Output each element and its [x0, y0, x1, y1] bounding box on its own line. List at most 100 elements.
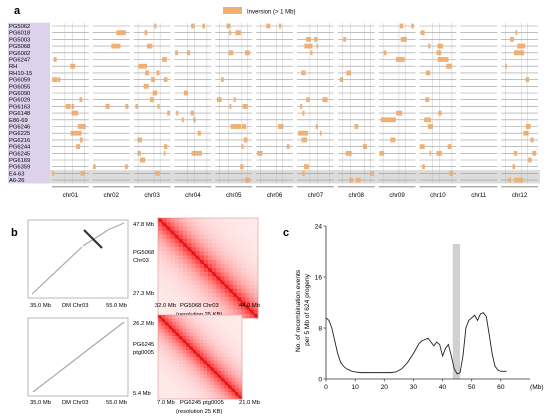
hic-cell: [186, 336, 190, 340]
hic-cell: [253, 301, 259, 306]
hic-cell: [231, 329, 236, 333]
hic-cell: [175, 360, 180, 365]
sample-label: RH: [9, 64, 17, 70]
hic-cell: [186, 346, 190, 351]
hic-cell: [193, 336, 197, 340]
hic-cell: [224, 226, 230, 231]
hic-cell: [193, 343, 197, 347]
hic-cell: [158, 392, 162, 396]
hic-cell: [253, 230, 259, 235]
hic-cell: [233, 259, 238, 265]
hic-cell: [253, 297, 259, 302]
hic-cell: [193, 395, 197, 400]
hic-cell: [165, 395, 169, 400]
hic-cell: [183, 301, 188, 306]
hic-cell: [231, 350, 236, 354]
inversion-mark: [345, 150, 350, 156]
inversion-mark: [302, 171, 305, 176]
hic-cell: [196, 385, 201, 389]
hic-cell: [214, 315, 218, 319]
sample-label: PG6247: [9, 58, 30, 64]
hic-cell: [189, 381, 194, 386]
hic-cell: [158, 371, 162, 375]
chromosome-axis: chr01 chr02 chr03 chr04 chr05 chr06 chr07 chr08…: [52, 186, 538, 199]
hic-cell: [238, 392, 243, 396]
hic-cell: [210, 325, 215, 330]
hic-frame: [157, 314, 243, 400]
hic-cell: [208, 263, 213, 269]
hic-cell: [220, 309, 225, 315]
hic-cell: [191, 268, 196, 273]
hic-cell: [241, 259, 246, 265]
hic-cell: [191, 280, 196, 285]
hic-cell: [228, 329, 232, 333]
hic-cell: [224, 276, 230, 281]
hic-cell: [207, 332, 211, 337]
inversion-mark: [156, 70, 160, 76]
hic-cell: [224, 325, 229, 330]
hic-cell: [231, 371, 236, 375]
hic-cell: [238, 332, 243, 337]
inversion-mark: [438, 110, 442, 116]
hic-cell: [235, 346, 239, 351]
hic-cell: [228, 332, 232, 337]
inversion-mark: [233, 97, 236, 103]
hic-cell: [208, 243, 213, 248]
hic-cell: [210, 343, 215, 347]
hic-diagonal: [157, 314, 243, 400]
hic-cell: [208, 293, 213, 298]
dotplot-top: 35.0 Mb DM Chr03 55.0 Mb 47.8 Mb PG5068 …: [27, 219, 154, 309]
inversion-mark: [92, 164, 96, 170]
hic-cell: [158, 350, 162, 354]
dotplot-bottom-y-bottom: 5.4 Mb: [133, 391, 151, 397]
hic-cell: [174, 297, 180, 302]
hic-cell: [187, 268, 192, 273]
hic-cell: [207, 353, 211, 358]
hic-cell: [168, 318, 173, 323]
hic-cell: [214, 350, 218, 354]
hic-cell: [186, 395, 190, 400]
hic-cell: [165, 339, 169, 344]
hic-cell: [207, 336, 211, 340]
hic-cell: [200, 353, 204, 358]
hic-cell: [233, 251, 238, 256]
hic-cell: [172, 350, 176, 354]
hic-cell: [216, 218, 221, 223]
hic-cell: [231, 360, 236, 365]
hic-cell: [238, 325, 243, 330]
inversion-mark: [425, 97, 430, 103]
hic-cell: [203, 318, 208, 323]
hic-cell: [238, 315, 243, 319]
dotplot-bottom-assembly-chr: ptg0005: [133, 350, 154, 356]
hic-cell: [238, 360, 243, 365]
hic-cell: [161, 350, 166, 354]
hic-cell: [162, 288, 167, 294]
hic-cell: [199, 238, 205, 244]
hic-cell: [224, 378, 229, 382]
hic-cell: [224, 353, 229, 358]
hic-cell: [193, 371, 197, 375]
inversion-mark: [521, 50, 524, 56]
hic-cell: [214, 332, 218, 337]
hic-cell: [238, 367, 243, 372]
hic-cell: [170, 263, 175, 269]
hic-cell: [162, 218, 167, 223]
hic-cell: [228, 346, 232, 351]
hic-cell: [241, 234, 246, 240]
inversion-mark: [349, 177, 353, 183]
hic-cell: [187, 251, 192, 256]
hic-cell: [170, 255, 175, 260]
hic-cell: [224, 343, 229, 347]
sample-label: PG5062: [9, 24, 30, 30]
x-tick-label: 0: [324, 384, 328, 391]
y-tick-label: 0: [318, 376, 322, 383]
hic-bottom-x-left: 7.0 Mb: [157, 400, 175, 406]
hic-cell: [179, 339, 183, 344]
hic-cell: [212, 238, 217, 244]
hic-cell: [216, 251, 221, 256]
hic-cell: [165, 350, 169, 354]
inversion-mark: [362, 144, 368, 149]
hic-cell: [175, 357, 180, 361]
dotplot-bottom-assembly: PG6245: [133, 342, 154, 348]
hic-cell: [158, 318, 162, 323]
